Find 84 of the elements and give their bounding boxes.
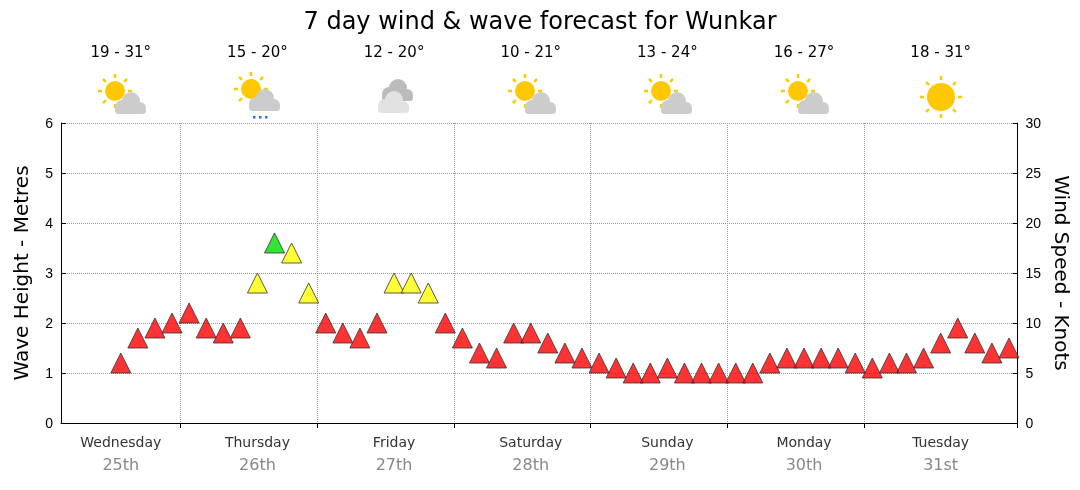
- point: [776, 347, 798, 369]
- point: [281, 242, 303, 264]
- y-tick-label: 4: [45, 215, 54, 231]
- point: [725, 362, 747, 384]
- point: [810, 347, 832, 369]
- y-tick-label: 1: [45, 365, 54, 381]
- text: 18 - 31°: [910, 43, 971, 61]
- y-tick-label: 5: [45, 165, 54, 181]
- point: [144, 317, 166, 339]
- text: 15 - 20°: [227, 43, 288, 61]
- point: [366, 312, 388, 334]
- point: [246, 272, 268, 294]
- point: [588, 352, 610, 374]
- point: [861, 357, 883, 379]
- point: [195, 317, 217, 339]
- point: [383, 272, 405, 294]
- point: [332, 322, 354, 344]
- y-axis-title: Wave Height - Metres: [9, 165, 33, 381]
- point: [434, 312, 456, 334]
- point: [468, 342, 490, 364]
- point: [759, 352, 781, 374]
- point: [673, 362, 695, 384]
- y2-tick-label: 5: [1025, 365, 1034, 381]
- point: [486, 347, 508, 369]
- point: [571, 347, 593, 369]
- chart-title: 7 day wind & wave forecast for Wunkar: [303, 7, 777, 35]
- point: [827, 347, 849, 369]
- x-tick-label: Thursday 26th: [223, 434, 290, 474]
- y-tick-label: 0: [45, 415, 54, 431]
- text: 10 - 21°: [500, 43, 562, 61]
- y2-tick-label: 0: [1025, 415, 1034, 431]
- y2-tick-label: 25: [1025, 165, 1042, 181]
- text: 19 - 31°: [90, 43, 152, 61]
- x-tick-label: Sunday 29th: [641, 434, 694, 474]
- x-tick-label: Friday 27th: [372, 434, 416, 474]
- point: [229, 317, 251, 339]
- y2-tick-label: 15: [1025, 265, 1042, 281]
- text: 13 - 24°: [637, 43, 698, 61]
- point: [110, 352, 132, 374]
- y-tick-label: 3: [45, 265, 54, 281]
- point: [742, 362, 764, 384]
- point: [400, 272, 422, 294]
- point: [349, 327, 371, 349]
- point: [878, 352, 900, 374]
- point: [622, 362, 644, 384]
- point: [161, 312, 183, 334]
- x-tick-label: Wednesday 25th: [80, 434, 162, 474]
- point: [537, 332, 559, 354]
- y2-tick-label: 10: [1025, 315, 1042, 331]
- point: [298, 282, 320, 304]
- point: [503, 322, 525, 344]
- point: [451, 327, 473, 349]
- point: [212, 322, 234, 344]
- point: [930, 332, 952, 354]
- point: [947, 317, 969, 339]
- point: [639, 362, 661, 384]
- point: [708, 362, 730, 384]
- point: [793, 347, 815, 369]
- y-tick-label: 6: [45, 115, 54, 131]
- point: [913, 347, 935, 369]
- x-tick-label: Saturday 28th: [499, 434, 563, 474]
- point: [520, 322, 542, 344]
- y2-tick-label: 30: [1025, 115, 1042, 131]
- point: [417, 282, 439, 304]
- text: 12 - 20°: [363, 43, 425, 61]
- point: [605, 357, 627, 379]
- x-tick-label: Monday 30th: [776, 434, 832, 474]
- point: [264, 232, 286, 254]
- point: [998, 337, 1020, 359]
- x-tick-label: Tuesday 31st: [911, 434, 970, 474]
- point: [896, 352, 917, 374]
- point: [178, 302, 200, 324]
- point: [554, 342, 576, 364]
- y2-tick-label: 20: [1025, 215, 1042, 231]
- point: [844, 352, 866, 374]
- point: [981, 342, 1003, 364]
- text: 16 - 27°: [773, 43, 835, 61]
- point: [964, 332, 986, 354]
- point: [691, 362, 713, 384]
- y2-axis-title: Wind Speed - Knots: [1050, 175, 1074, 371]
- point: [656, 357, 678, 379]
- point: [315, 312, 337, 334]
- y-tick-label: 2: [45, 315, 54, 331]
- point: [127, 327, 149, 349]
